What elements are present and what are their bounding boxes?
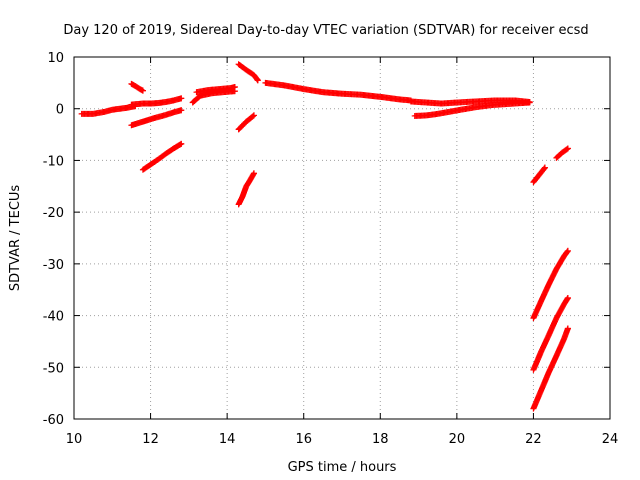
data-point — [254, 76, 261, 83]
data-point — [564, 294, 571, 301]
data-series — [553, 145, 571, 161]
x-tick-label: 22 — [525, 432, 542, 447]
data-point — [139, 87, 146, 94]
data-point — [250, 112, 257, 119]
data-point — [564, 247, 571, 254]
x-tick-label: 18 — [372, 432, 389, 447]
data-series — [78, 103, 139, 117]
data-point — [564, 248, 571, 255]
x-tick-label: 16 — [295, 432, 312, 447]
x-tick-label: 10 — [66, 432, 83, 447]
data-point — [564, 145, 571, 152]
y-tick-label: -10 — [43, 154, 64, 169]
data-series — [128, 95, 185, 108]
plot-frame — [73, 56, 611, 420]
y-tick-label: -40 — [43, 310, 64, 325]
data-series — [235, 170, 257, 208]
data-series — [530, 247, 571, 322]
y-axis-label: SDTVAR / TECUs — [8, 185, 23, 292]
data-point — [250, 113, 257, 120]
x-tick-label: 14 — [219, 432, 236, 447]
axis-ticks: 10 12 14 16 18 20 22 24 10 0 -10 -20 -30 -40 -50 -60 — [43, 51, 619, 447]
data-point — [178, 95, 185, 102]
data-series — [235, 61, 261, 84]
x-tick-label: 24 — [602, 432, 619, 447]
data-point — [178, 140, 185, 147]
data-point — [564, 325, 571, 332]
data-series — [411, 99, 533, 119]
data-point — [250, 170, 257, 177]
data-series — [128, 80, 146, 94]
data-point — [541, 164, 548, 171]
data-point — [563, 146, 570, 153]
data-point — [541, 165, 548, 172]
data-point — [231, 83, 238, 90]
data-point — [178, 107, 185, 114]
y-tick-label: 0 — [56, 103, 64, 118]
data-series — [530, 325, 571, 412]
y-tick-label: -50 — [43, 361, 64, 376]
data-point — [254, 77, 261, 84]
data-series — [235, 112, 257, 133]
y-tick-label: -60 — [43, 413, 64, 428]
data-point — [526, 99, 533, 106]
data-series — [139, 140, 185, 173]
x-axis-label: GPS time / hours — [288, 460, 397, 475]
data-series — [530, 294, 571, 373]
data-series — [262, 79, 414, 104]
data-series — [128, 107, 185, 129]
x-tick-label: 20 — [449, 432, 466, 447]
data-series — [193, 83, 238, 96]
chart-title: Day 120 of 2019, Sidereal Day-to-day VTE… — [63, 23, 588, 38]
data-series — [530, 164, 548, 186]
y-tick-label: -30 — [43, 258, 64, 273]
grid — [74, 57, 610, 419]
x-tick-label: 12 — [142, 432, 159, 447]
y-tick-label: -20 — [43, 206, 64, 221]
y-tick-label: 10 — [47, 51, 64, 66]
data-points — [78, 61, 571, 412]
